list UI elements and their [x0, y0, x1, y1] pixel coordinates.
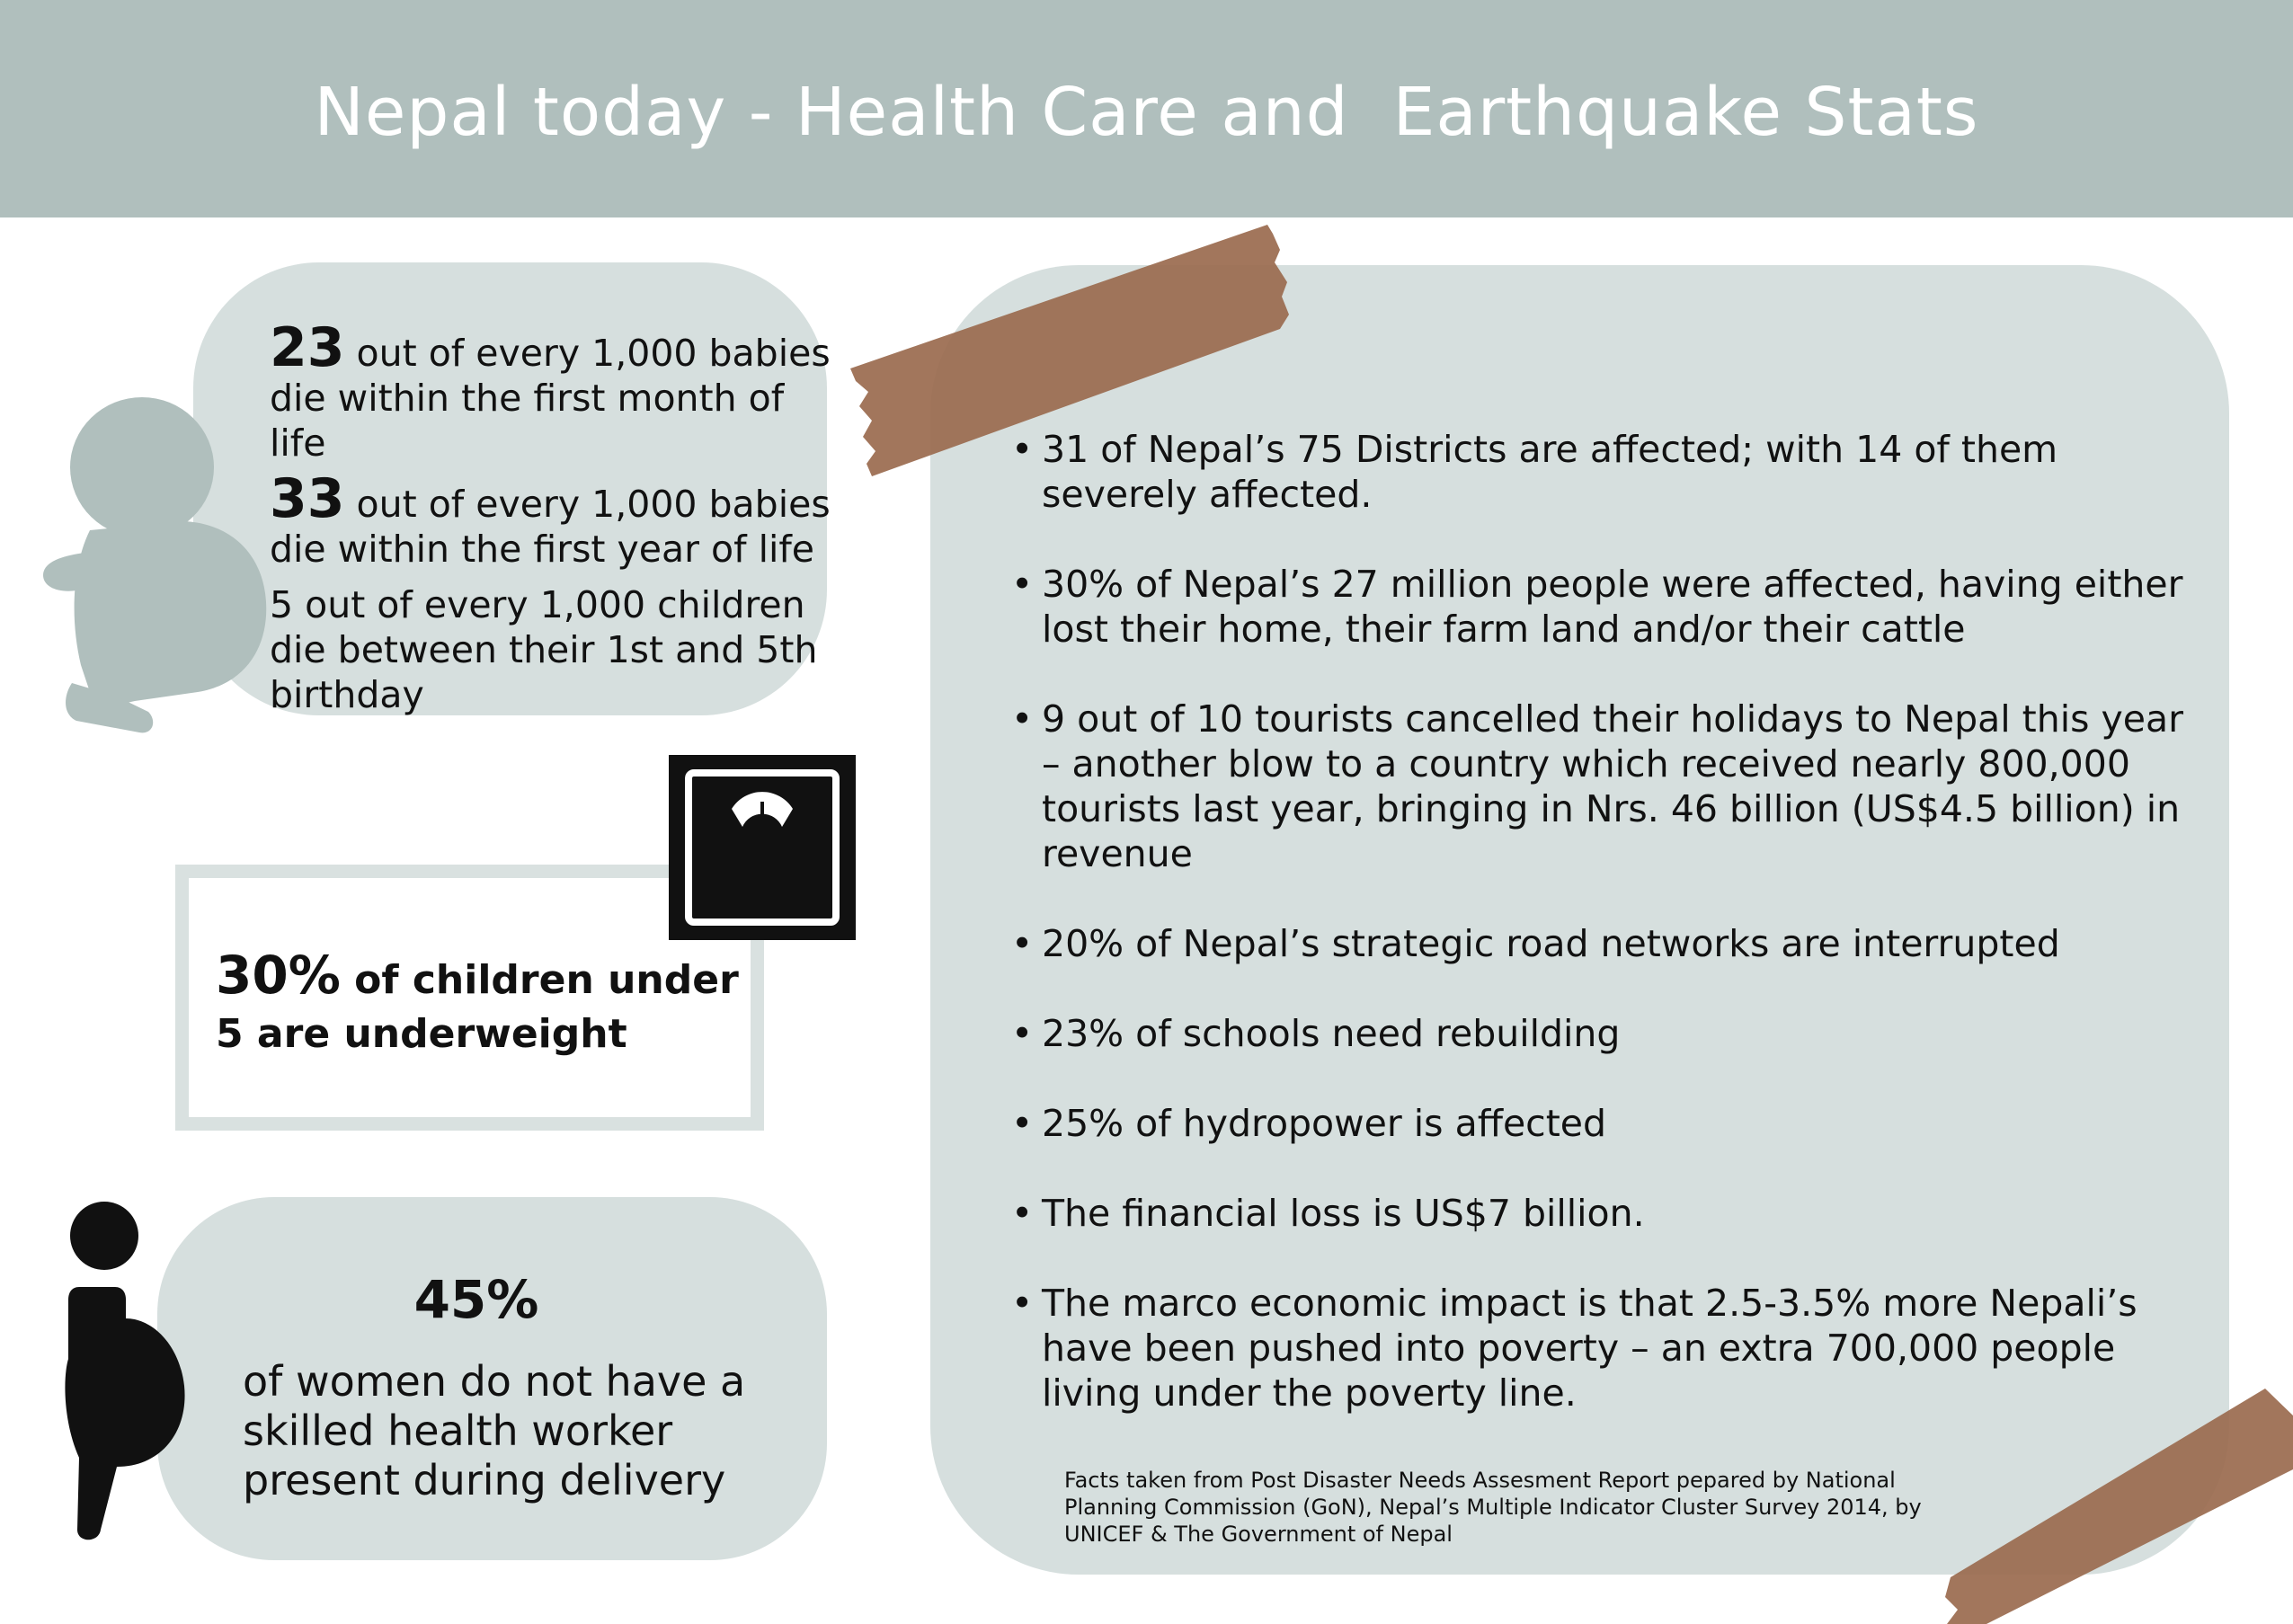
earthquake-facts-list: 31 of Nepal’s 75 Districts are affected;…	[1011, 427, 2207, 1460]
pregnant-woman-icon	[65, 1202, 185, 1540]
infant-mortality-stats: 23 out of every 1,000 babies die within …	[270, 321, 845, 728]
header-banner: Nepal today - Health Care and Earthquake…	[0, 0, 2293, 217]
stat-text: 5 out of every 1,000 children	[270, 583, 805, 626]
stat-number: 23	[270, 316, 345, 379]
stat-number: 33	[270, 467, 345, 530]
list-item: 9 out of 10 tourists cancelled their hol…	[1011, 697, 2207, 876]
page-title: Nepal today - Health Care and Earthquake…	[314, 74, 1979, 151]
stat-text: birthday	[270, 673, 424, 716]
stat-text: out of every 1,000 babies	[344, 332, 831, 375]
underweight-percent: 30%	[216, 945, 341, 1006]
list-item: The marco economic impact is that 2.5-3.…	[1011, 1281, 2207, 1415]
underweight-label: of children under 5 are underweight	[216, 957, 739, 1057]
stat-under-five: 5 out of every 1,000 children die betwee…	[270, 582, 845, 717]
stat-text: out of every 1,000 babies	[344, 483, 831, 526]
maternal-health-panel	[157, 1197, 827, 1560]
list-item: 20% of Nepal’s strategic road networks a…	[1011, 921, 2207, 966]
stat-first-year: 33 out of every 1,000 babies die within …	[270, 472, 845, 572]
women-percent: 45%	[413, 1269, 539, 1330]
stat-text: die within the first month of life	[270, 377, 785, 465]
infant-mortality-panel	[193, 262, 827, 715]
tape-strip	[1945, 1389, 2293, 1624]
source-citation: Facts taken from Post Disaster Needs Ass…	[1064, 1468, 1922, 1547]
scale-icon	[669, 755, 856, 940]
stat-text: die within the first year of life	[270, 528, 815, 571]
underweight-stat: 30% of children under 5 are underweight	[216, 948, 755, 1061]
women-label: of women do not have a skilled health wo…	[243, 1357, 746, 1504]
baby-silhouette-icon	[43, 397, 267, 733]
list-item: The financial loss is US$7 billion.	[1011, 1191, 2207, 1236]
list-item: 31 of Nepal’s 75 Districts are affected;…	[1011, 427, 2207, 517]
tape-strip	[850, 225, 1289, 476]
list-item: 30% of Nepal’s 27 million people were af…	[1011, 562, 2207, 652]
stat-first-month: 23 out of every 1,000 babies die within …	[270, 321, 845, 466]
underweight-frame	[175, 865, 764, 1131]
list-item: 25% of hydropower is affected	[1011, 1101, 2207, 1146]
stat-text: die between their 1st and 5th	[270, 628, 818, 671]
list-item: 23% of schools need rebuilding	[1011, 1011, 2207, 1056]
